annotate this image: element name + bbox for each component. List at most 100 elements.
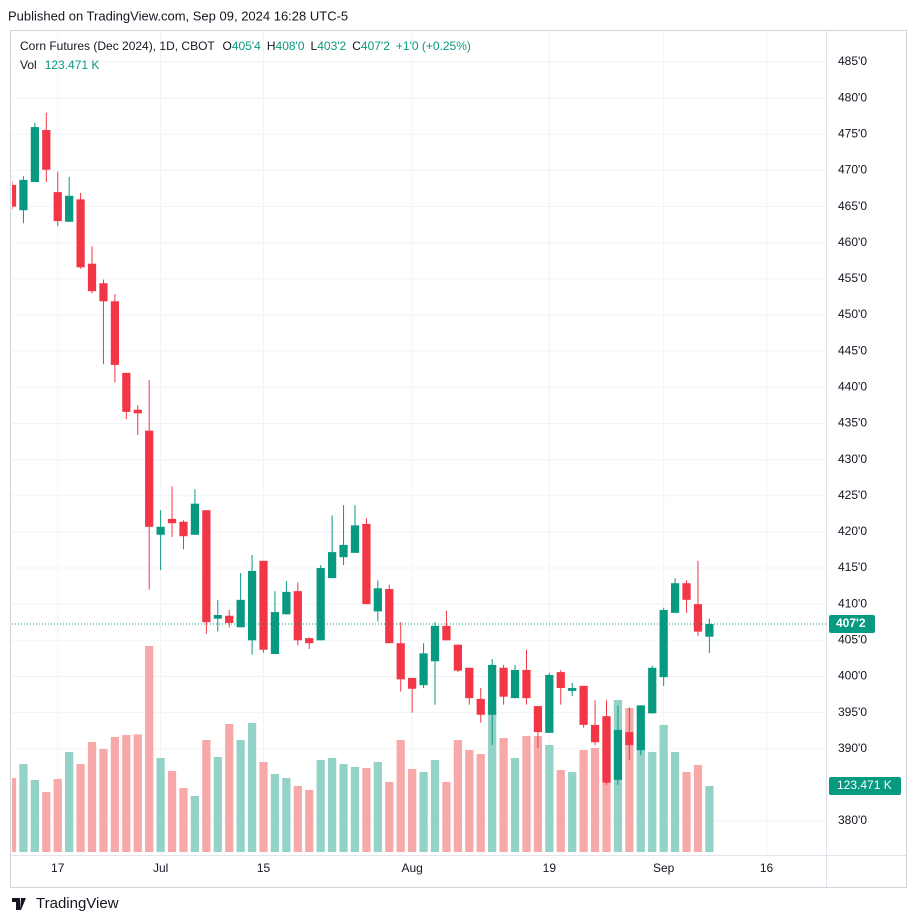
candle-body (12, 184, 17, 207)
x-tick-label: 15 (257, 861, 271, 875)
candle-body (110, 301, 120, 365)
last-price-label: 407'2 (836, 616, 866, 630)
volume-bar (282, 778, 291, 852)
volume-bar (648, 751, 657, 852)
candle-body (568, 688, 577, 691)
candle-body (533, 706, 543, 733)
volume-bar (682, 771, 691, 852)
candle-body (510, 669, 520, 699)
volume-bar (625, 708, 634, 852)
volume-bar (42, 791, 51, 852)
y-tick-label: 395'0 (838, 705, 867, 719)
candle-body (602, 716, 611, 783)
x-tick-label: 16 (760, 861, 774, 875)
candle-body (670, 583, 680, 613)
volume-bar (270, 774, 280, 852)
volume-bar (705, 786, 714, 852)
y-tick-label: 470'0 (838, 163, 867, 177)
volume-bar (293, 785, 302, 852)
volume-bar (53, 778, 62, 852)
volume-bar (430, 760, 440, 852)
candle-body (522, 669, 531, 699)
brand: TradingView (36, 895, 119, 912)
legend-c: C (352, 39, 361, 53)
last-volume-label: 123.471 K (837, 778, 892, 792)
y-tick-label: 405'0 (838, 632, 867, 646)
candle-body (270, 612, 280, 655)
y-tick-label: 410'0 (838, 596, 867, 610)
y-tick-label: 445'0 (838, 343, 867, 357)
candle-body (659, 609, 668, 678)
candle-body (42, 129, 51, 170)
y-tick-label: 450'0 (838, 307, 867, 321)
legend-title: Corn Futures (Dec 2024), 1D, CBOT (20, 39, 215, 53)
volume-bar (179, 788, 188, 852)
candle-body (145, 430, 154, 527)
candle-body (179, 521, 188, 537)
y-tick-label: 440'0 (838, 379, 867, 393)
volume-bar (453, 740, 462, 852)
candle-body (293, 591, 302, 641)
volume-bar (396, 740, 405, 852)
volume-bar (145, 646, 154, 852)
legend-change: +1'0 (+0.25%) (396, 39, 471, 53)
volume-bar (385, 781, 394, 852)
candle-body (236, 599, 245, 628)
candle-body (122, 372, 131, 412)
candle-body (442, 625, 451, 641)
volume-bar (305, 789, 314, 852)
candle-body (476, 698, 485, 715)
candle-body (385, 588, 394, 644)
volume-bar (522, 736, 531, 852)
legend-o: O (223, 39, 232, 53)
candle-body (453, 644, 462, 671)
candle-body (99, 283, 108, 302)
volume-bar (30, 780, 39, 852)
volume-bar (659, 725, 668, 852)
volume-bar (76, 764, 85, 852)
x-tick-label: 17 (51, 861, 65, 875)
brand-logo (12, 898, 26, 910)
volume-bar (499, 737, 508, 852)
candle-body (373, 588, 382, 612)
y-tick-label: 485'0 (838, 54, 867, 68)
volume-bar (579, 750, 588, 852)
volume-bar (167, 771, 177, 852)
x-tick-label: Aug (401, 861, 422, 875)
volume-bar (122, 734, 131, 852)
candle-body (339, 544, 348, 558)
candle-body (705, 624, 714, 637)
volume-bar (590, 747, 600, 852)
y-tick-label: 480'0 (838, 90, 867, 104)
candle-body (19, 179, 28, 211)
candle-body (202, 510, 211, 623)
candle-body (53, 192, 62, 222)
volume-bar (602, 718, 611, 852)
y-tick-label: 420'0 (838, 524, 867, 538)
y-tick-label: 380'0 (838, 813, 867, 827)
volume-bar (110, 736, 120, 852)
volume-bar (373, 761, 382, 852)
candle-body (350, 525, 360, 553)
legend-vol: Vol (20, 58, 37, 72)
candle-body (636, 705, 645, 751)
volume-bar (225, 723, 234, 852)
candle-body (419, 653, 428, 686)
candle-body (87, 263, 97, 292)
last-price-box (829, 615, 875, 634)
volume-bar (202, 740, 211, 852)
volume-bar (442, 781, 451, 852)
candle-body (65, 195, 74, 222)
y-tick-label: 415'0 (838, 560, 867, 574)
volume-bar (247, 723, 257, 852)
candle-body (133, 409, 142, 414)
y-tick-label: 430'0 (838, 452, 867, 466)
candle-body (167, 518, 177, 524)
candle-body (579, 685, 588, 725)
candle-body (259, 560, 268, 650)
y-tick-label: 390'0 (838, 741, 867, 755)
volume-bar (236, 740, 245, 852)
volume-bar (476, 754, 485, 852)
y-tick-label: 425'0 (838, 488, 867, 502)
candle-body (556, 672, 565, 689)
